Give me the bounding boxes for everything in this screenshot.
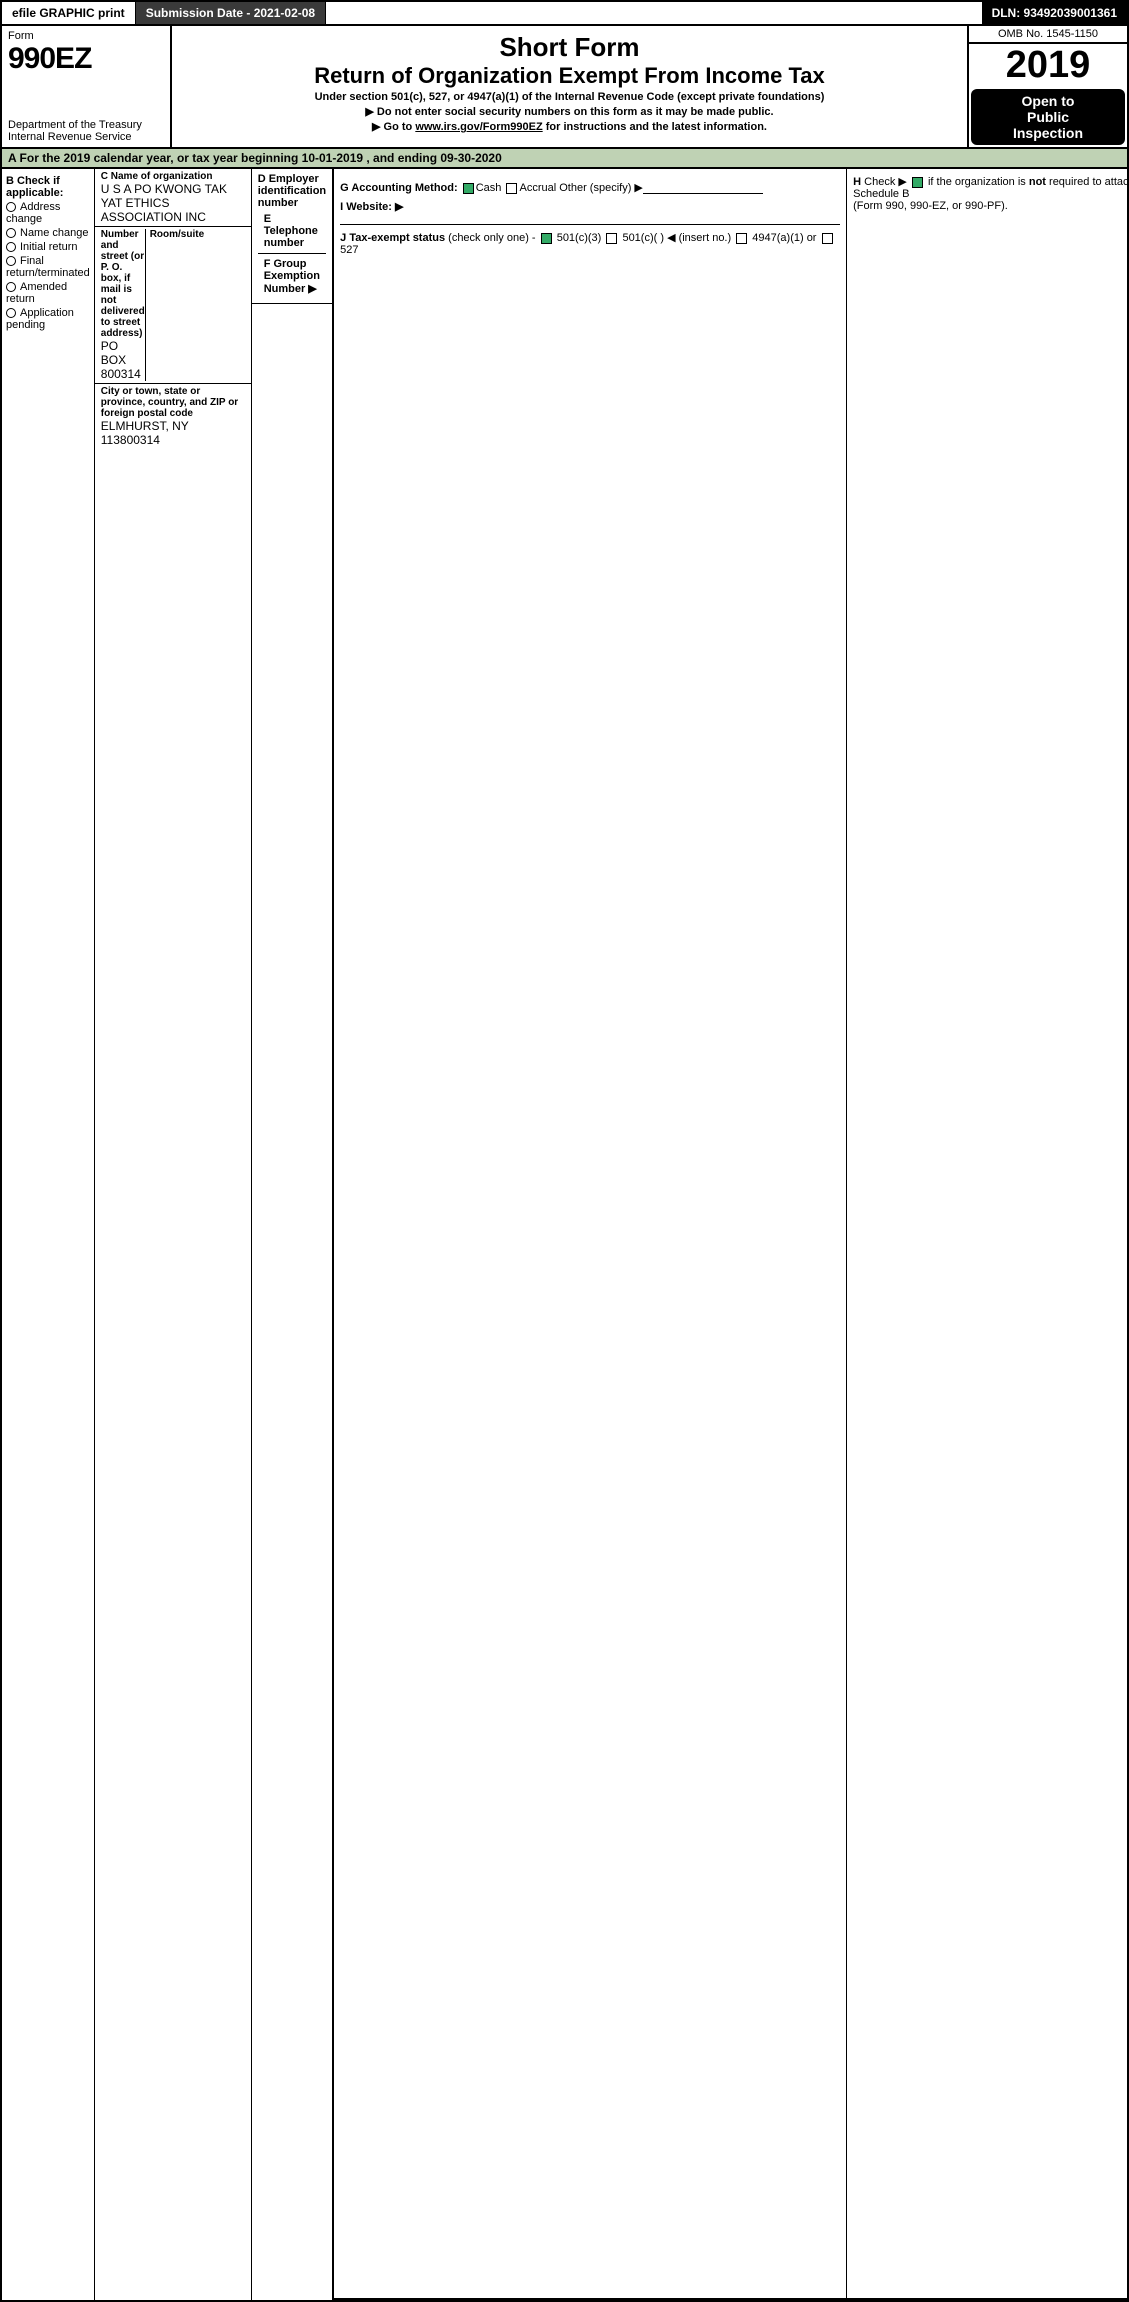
return-title: Return of Organization Exempt From Incom… — [182, 63, 957, 89]
chk-schedule-b[interactable] — [912, 177, 923, 188]
i-label: I Website: ▶ — [340, 201, 403, 213]
ein-row: D Employer identification number E Telep… — [252, 169, 332, 304]
h-line2: (Form 990, 990-EZ, or 990-PF). — [853, 200, 1129, 212]
short-form-title: Short Form — [182, 32, 957, 63]
org-name-row: C Name of organization U S A PO KWONG TA… — [95, 169, 251, 227]
city-row: City or town, state or province, country… — [95, 384, 251, 449]
col-b-checkboxes: B Check if applicable: Address change Na… — [2, 169, 95, 2300]
form-number: 990EZ — [8, 42, 164, 76]
sub-ssn-warning: ▶ Do not enter social security numbers o… — [182, 105, 957, 118]
chk-initial-return[interactable]: Initial return — [6, 241, 90, 253]
city-value: ELMHURST, NY 113800314 — [101, 419, 245, 447]
other-blank[interactable] — [643, 182, 763, 194]
other-specify: Other (specify) ▶ — [559, 182, 643, 194]
dept-irs: Internal Revenue Service — [8, 131, 164, 143]
group-exemption-label: F Group Exemption Number ▶ — [264, 258, 320, 295]
org-name-label: C Name of organization — [101, 171, 245, 182]
street-row: Number and street (or P. O. box, if mail… — [95, 227, 251, 384]
sub-501c: Under section 501(c), 527, or 4947(a)(1)… — [182, 91, 957, 103]
g-label: G Accounting Method: — [340, 182, 458, 194]
info-grid: B Check if applicable: Address change Na… — [0, 169, 1129, 2302]
open-to: Open to — [973, 93, 1123, 109]
room-label: Room/suite — [150, 229, 245, 240]
top-bar: efile GRAPHIC print Submission Date - 20… — [0, 0, 1129, 26]
chk-name-change[interactable]: Name change — [6, 227, 90, 239]
chk-527[interactable] — [822, 233, 833, 244]
accounting-method: G Accounting Method: Cash Accrual Other … — [340, 181, 840, 194]
chk-4947[interactable] — [736, 233, 747, 244]
tax-exempt-status: J Tax-exempt status (check only one) - 5… — [340, 231, 840, 256]
city-label: City or town, state or province, country… — [101, 386, 245, 419]
form-header: Form 990EZ Department of the Treasury In… — [0, 26, 1129, 149]
header-right: OMB No. 1545-1150 2019 Open to Public In… — [967, 26, 1127, 147]
row-ghi: G Accounting Method: Cash Accrual Other … — [332, 169, 1129, 2300]
phone-label: E Telephone number — [264, 213, 320, 249]
chk-application-pending[interactable]: Application pending — [6, 307, 90, 331]
col-c-org-info: C Name of organization U S A PO KWONG TA… — [95, 169, 251, 2300]
website-line: I Website: ▶ — [340, 200, 840, 225]
ein-label: D Employer identification number — [258, 173, 326, 209]
sub-goto: ▶ Go to www.irs.gov/Form990EZ for instru… — [182, 120, 957, 133]
group-exemption-row: F Group Exemption Number ▶ — [258, 254, 326, 299]
inspection: Inspection — [973, 125, 1123, 141]
dept-treasury: Department of the Treasury — [8, 119, 164, 131]
col-d-e-f: D Employer identification number E Telep… — [251, 169, 332, 2300]
omb-number: OMB No. 1545-1150 — [969, 26, 1127, 44]
irs-link[interactable]: www.irs.gov/Form990EZ — [415, 121, 542, 133]
chk-501c[interactable] — [606, 233, 617, 244]
open-public-badge: Open to Public Inspection — [971, 89, 1125, 145]
chk-amended-return[interactable]: Amended return — [6, 281, 90, 305]
public: Public — [973, 109, 1123, 125]
street-value: PO BOX 800314 — [101, 339, 145, 381]
header-center: Short Form Return of Organization Exempt… — [172, 26, 967, 147]
h-line1: H Check ▶ if the organization is not req… — [853, 175, 1129, 200]
goto-post: for instructions and the latest informat… — [543, 121, 767, 133]
chk-address-change[interactable]: Address change — [6, 201, 90, 225]
dln-label: DLN: 93492039001361 — [982, 2, 1127, 24]
form-word: Form — [8, 30, 164, 42]
b-title: B Check if applicable: — [6, 175, 90, 199]
header-left: Form 990EZ Department of the Treasury In… — [2, 26, 172, 147]
chk-accrual[interactable] — [506, 183, 517, 194]
goto-pre: ▶ Go to — [372, 121, 415, 133]
h-box: H Check ▶ if the organization is not req… — [846, 169, 1129, 2298]
org-name-value: U S A PO KWONG TAK YAT ETHICS ASSOCIATIO… — [101, 182, 245, 224]
section-a-tax-year: A For the 2019 calendar year, or tax yea… — [0, 149, 1129, 169]
j-text: J Tax-exempt status (check only one) - 5… — [340, 232, 834, 256]
website-blank[interactable] — [340, 213, 840, 225]
phone-row: E Telephone number — [258, 209, 326, 254]
submission-date-button[interactable]: Submission Date - 2021-02-08 — [136, 2, 326, 24]
chk-final-return[interactable]: Final return/terminated — [6, 255, 90, 279]
efile-print-button[interactable]: efile GRAPHIC print — [2, 2, 136, 24]
ghi-left: G Accounting Method: Cash Accrual Other … — [334, 169, 846, 2298]
street-label: Number and street (or P. O. box, if mail… — [101, 229, 145, 339]
tax-year: 2019 — [969, 44, 1127, 87]
chk-501c3[interactable] — [541, 233, 552, 244]
chk-cash[interactable] — [463, 183, 474, 194]
